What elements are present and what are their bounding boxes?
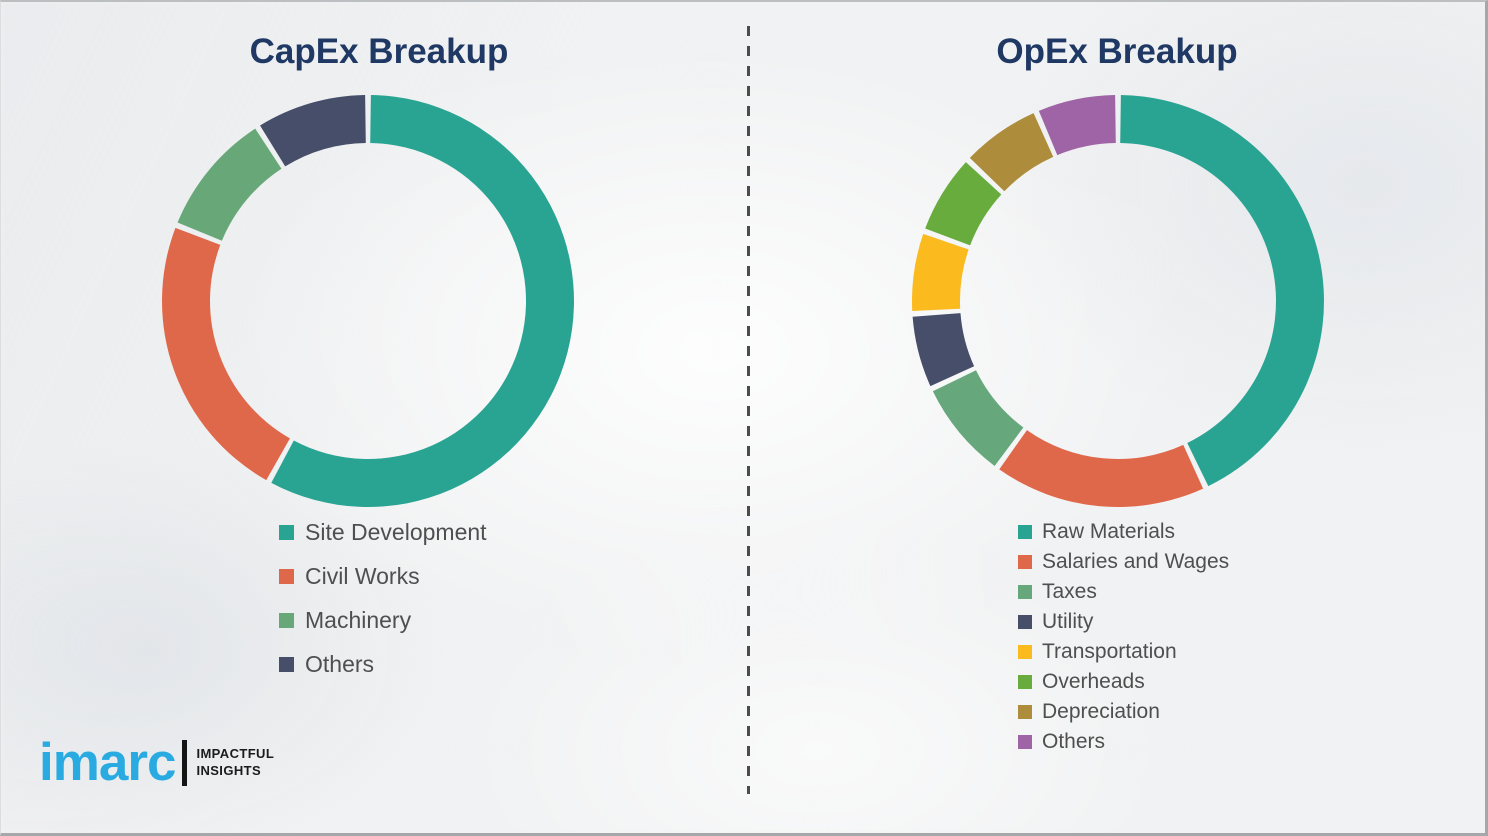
capex-chart-title: CapEx Breakup — [249, 32, 509, 71]
capex-legend: Site Development Civil Works Machinery Othe… — [279, 510, 487, 686]
legend-item: Machinery — [279, 598, 487, 642]
opex-breakup-segment-utility — [912, 313, 975, 387]
legend-label: Transportation — [1042, 640, 1177, 663]
legend-label: Others — [305, 650, 375, 677]
legend-swatch-depreciation — [1018, 705, 1032, 719]
logo-divider-bar — [182, 739, 188, 786]
legend-item: Raw Materials — [1018, 517, 1229, 547]
legend-label: Site Development — [305, 518, 487, 545]
legend-label: Salaries and Wages — [1042, 550, 1230, 573]
legend-swatch-overheads — [1018, 675, 1032, 689]
legend-item: Utility — [1018, 607, 1229, 637]
legend-item: Civil Works — [279, 554, 487, 598]
opex-breakup-segment-salaries-and-wages — [999, 430, 1204, 507]
legend-swatch-salaries-and-wages — [1018, 555, 1032, 569]
legend-item: Salaries and Wages — [1018, 547, 1229, 577]
imarc-logo-text: imarc — [39, 733, 176, 792]
legend-swatch-site-development — [279, 524, 294, 540]
opex-breakup-segment-taxes — [932, 370, 1024, 466]
legend-label: Utility — [1042, 610, 1094, 633]
opex-donut-chart — [912, 95, 1324, 507]
legend-item: Others — [1018, 727, 1229, 757]
legend-item: Overheads — [1018, 667, 1229, 697]
legend-item: Site Development — [279, 510, 487, 554]
opex-breakup-segment-others — [1038, 95, 1116, 156]
legend-label: Raw Materials — [1042, 520, 1176, 543]
legend-label: Machinery — [305, 606, 412, 633]
legend-label: Civil Works — [305, 562, 420, 589]
logo-tagline-line2: INSIGHTS — [196, 762, 262, 778]
legend-item: Others — [279, 642, 487, 686]
opex-breakup-segment-overheads — [925, 162, 1002, 246]
logo-tagline: IMPACTFUL INSIGHTS — [196, 746, 274, 779]
vertical-dashed-divider — [747, 26, 750, 794]
legend-label: Overheads — [1042, 670, 1145, 693]
legend-swatch-transportation — [1018, 645, 1032, 659]
legend-swatch-taxes — [1018, 585, 1032, 599]
opex-breakup-segment-depreciation — [969, 113, 1054, 192]
legend-swatch-raw-materials — [1018, 525, 1032, 539]
legend-swatch-civil-works — [279, 568, 294, 584]
imarc-logo: imarc IMPACTFUL INSIGHTS — [39, 736, 274, 789]
opex-breakup-segment-raw-materials — [1120, 95, 1324, 487]
capex-breakup-segment-civil-works — [162, 227, 290, 481]
legend-label: Taxes — [1042, 580, 1097, 603]
opex-breakup-segment-transportation — [912, 233, 969, 312]
legend-label: Depreciation — [1042, 700, 1160, 723]
capex-breakup-segment-site-development — [271, 95, 574, 507]
legend-swatch-utility — [1018, 615, 1032, 629]
legend-swatch-machinery — [279, 612, 294, 628]
legend-label: Others — [1042, 730, 1106, 753]
legend-item: Transportation — [1018, 637, 1229, 667]
legend-item: Taxes — [1018, 577, 1229, 607]
capex-breakup-segment-others — [260, 95, 366, 167]
capex-breakup-segment-machinery — [177, 128, 282, 241]
opex-chart-title: OpEx Breakup — [996, 32, 1238, 71]
legend-item: Depreciation — [1018, 697, 1229, 727]
opex-legend: Raw Materials Salaries and Wages Taxes Util… — [1018, 517, 1229, 757]
legend-swatch-others — [279, 656, 294, 672]
legend-swatch-others — [1018, 735, 1032, 749]
capex-donut-chart — [162, 95, 574, 507]
logo-tagline-line1: IMPACTFUL — [196, 746, 275, 762]
